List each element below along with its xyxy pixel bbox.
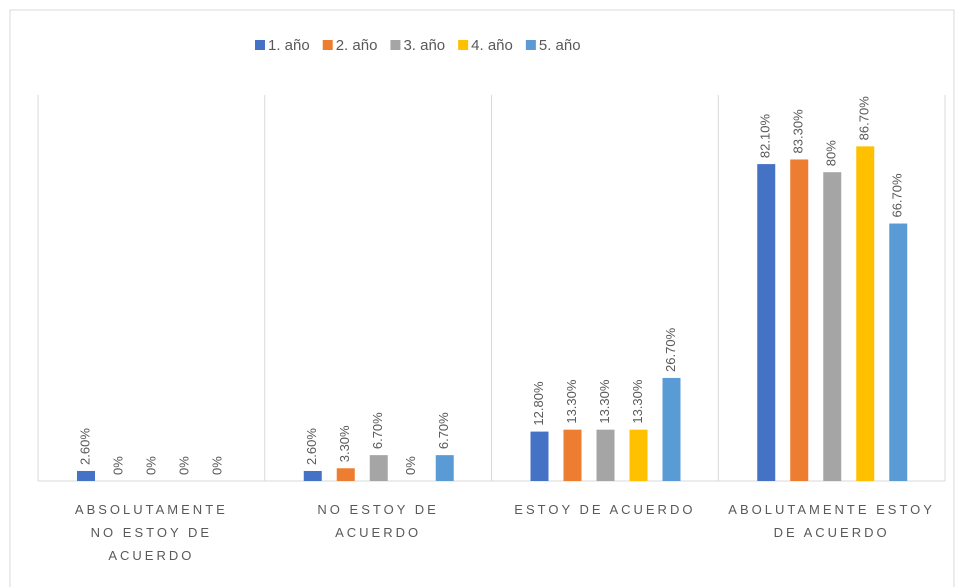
data-label: 66.70%	[890, 173, 905, 218]
data-label: 86.70%	[857, 96, 872, 141]
data-label: 0%	[209, 456, 224, 475]
bar	[435, 455, 454, 481]
x-tick-label: ABOLUTAMENTE ESTOY DE ACUERDO	[728, 502, 935, 540]
legend-label: 3. año	[403, 37, 445, 54]
legend-swatch	[525, 40, 536, 50]
data-label: 12.80%	[531, 381, 546, 426]
bar	[629, 429, 648, 481]
data-label: 0%	[110, 456, 125, 475]
bar	[77, 470, 95, 481]
bar	[790, 159, 809, 481]
bar	[856, 146, 875, 481]
bar	[530, 431, 549, 481]
data-label: 2.60%	[304, 428, 319, 465]
legend-label: 4. año	[471, 37, 513, 54]
x-tick-label: NO ESTOY DE ACUERDO	[317, 502, 439, 540]
bar	[823, 172, 842, 481]
data-label: 0%	[143, 456, 158, 475]
data-label: 80%	[824, 140, 839, 166]
bar	[596, 429, 615, 481]
data-label: 82.10%	[758, 114, 773, 159]
data-label: 6.70%	[370, 412, 385, 449]
data-label: 0%	[403, 456, 418, 475]
bar	[662, 377, 681, 481]
data-label: 13.30%	[564, 379, 579, 424]
legend-swatch	[322, 40, 333, 50]
data-label: 6.70%	[436, 412, 451, 449]
legend-label: 5. año	[539, 37, 581, 54]
bar	[369, 455, 388, 481]
data-label: 13.30%	[597, 379, 612, 424]
data-label: 2.60%	[77, 428, 92, 465]
x-tick-label: ESTOY DE ACUERDO	[514, 502, 696, 517]
bar	[563, 429, 582, 481]
bar	[889, 223, 908, 481]
legend-swatch	[390, 40, 401, 50]
data-label: 3.30%	[337, 425, 352, 462]
data-label: 13.30%	[630, 379, 645, 424]
bar	[757, 164, 776, 481]
data-label: 26.70%	[663, 327, 678, 372]
legend-label: 1. año	[268, 37, 310, 54]
bar	[336, 468, 355, 481]
legend-label: 2. año	[336, 37, 378, 54]
data-label: 83.30%	[791, 109, 806, 154]
data-label: 0%	[176, 456, 191, 475]
legend-swatch	[255, 40, 265, 50]
legend-swatch	[458, 40, 469, 50]
bar	[303, 470, 322, 481]
x-tick-label: ABSOLUTAMENTE NO ESTOY DE ACUERDO	[74, 502, 228, 563]
